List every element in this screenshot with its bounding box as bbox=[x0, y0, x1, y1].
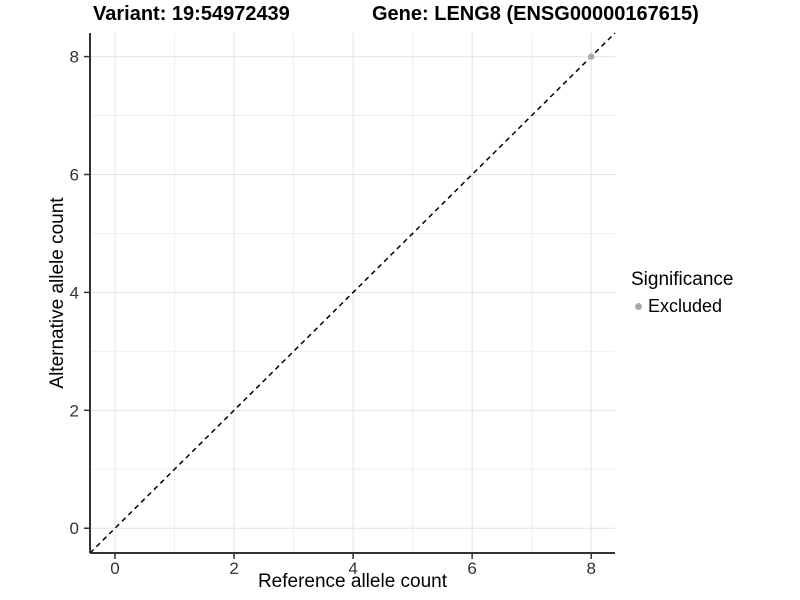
x-tick-label: 0 bbox=[110, 559, 119, 578]
legend-item-label: Excluded bbox=[648, 296, 723, 316]
legend: Significance Excluded bbox=[631, 268, 733, 318]
legend-title: Significance bbox=[631, 269, 734, 290]
x-tick-label: 6 bbox=[467, 559, 476, 578]
x-tick-label: 8 bbox=[586, 559, 595, 578]
plot-panel: 0 2 4 6 8 0 2 4 6 8 bbox=[70, 32, 616, 578]
variant-title: Variant: 19:54972439 bbox=[93, 3, 290, 25]
y-tick-label: 4 bbox=[70, 283, 79, 302]
identity-reference-line bbox=[89, 32, 616, 554]
data-point-excluded bbox=[587, 53, 595, 60]
legend-items: Excluded bbox=[631, 294, 733, 318]
legend-key-point-icon bbox=[635, 302, 642, 310]
y-tick-label: 6 bbox=[70, 165, 79, 184]
y-axis-title: Alternative allele count bbox=[47, 197, 68, 389]
legend-item-excluded: Excluded bbox=[631, 294, 733, 318]
gene-title: Gene: LENG8 (ENSG00000167615) bbox=[372, 3, 699, 25]
x-tick-label: 2 bbox=[229, 559, 238, 578]
x-tick-label: 4 bbox=[348, 559, 357, 578]
x-axis-title: Reference allele count bbox=[257, 571, 448, 592]
y-tick-label: 8 bbox=[70, 48, 79, 67]
y-tick-label: 0 bbox=[70, 519, 79, 538]
y-tick-label: 2 bbox=[70, 401, 79, 420]
plot-canvas: 0 2 4 6 8 0 2 4 6 8 bbox=[70, 32, 616, 578]
